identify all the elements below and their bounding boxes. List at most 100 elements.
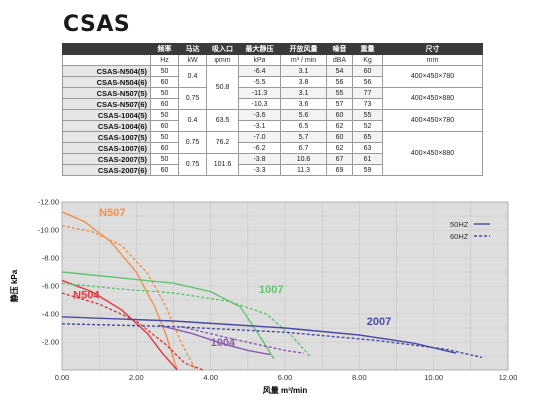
series-label: 1004 [211,337,236,349]
motor-cell: 0.75 [178,87,207,110]
size-cell: 400×450×880 [382,87,483,110]
noise-cell: 62 [326,120,353,132]
unit-cell: kW [178,54,207,66]
chart-legend: 50HZ 60HZ [450,220,490,241]
weight-cell: 55 [352,109,383,121]
hz-cell: 50 [150,109,179,121]
unit-cell: dBA [326,54,353,66]
motor-cell: 0.75 [178,153,207,176]
unit-model [62,54,151,66]
pressure-cell: -3.8 [238,153,281,165]
weight-cell: 52 [352,120,383,132]
flow-cell: 11.3 [280,164,327,176]
weight-cell: 60 [352,65,383,77]
model-cell: CSAS-N507(6) [62,98,151,110]
series-1007: 1007 [61,271,312,360]
model-cell: CSAS-1004(5) [62,109,151,121]
header-cell: 开放风量 [280,43,327,55]
series-label: N507 [99,207,125,219]
series-2007: 2007 [61,316,483,359]
table-row: CSAS-1004(5) 50 0.4 63.5 -3.6 5.6 60 55 … [62,109,483,132]
motor-cell: 0.4 [178,109,207,132]
performance-chart: N507 N504 1007 1004 2007 0.00 2.00 4.00 6.00 8.0… [9,198,518,396]
size-cell: 400×450×880 [382,131,483,176]
noise-cell: 69 [326,164,353,176]
noise-cell: 62 [326,142,353,154]
model-cell: CSAS-N504(6) [62,76,151,88]
table-row: CSAS-1007(6) 60 -6.2 6.7 62 63 [62,142,483,154]
y-tick-label: -2.00 [42,338,59,347]
table-row: CSAS-2007(6) 60 -3.3 11.3 69 59 [62,164,483,176]
series-line-50hz [61,316,457,354]
hz-cell: 50 [150,65,179,77]
inlet-cell: 50.8 [206,65,239,110]
noise-cell: 67 [326,153,353,165]
header-cell: 重量 [352,43,383,55]
header-cell: 噪音 [326,43,353,55]
header-cell: 频率 [150,43,179,55]
series-line-60hz [61,225,197,371]
header-cell: 尺寸 [382,43,483,55]
hz-cell: 60 [150,98,179,110]
header-cell: 最大静压 [238,43,281,55]
weight-cell: 73 [352,98,383,110]
flow-cell: 6.5 [280,120,327,132]
x-tick-label: 0.00 [55,373,70,382]
hz-cell: 60 [150,120,179,132]
header-model [62,43,151,55]
series-line-50hz [61,271,275,360]
noise-cell: 55 [326,87,353,99]
unit-cell: m³ / min [280,54,327,66]
pressure-cell: -11.3 [238,87,281,99]
flow-cell: 3.6 [280,98,327,110]
plot-border [61,201,509,371]
model-cell: CSAS-1004(6) [62,120,151,132]
hz-cell: 50 [150,131,179,143]
size-cell: 400×450×780 [382,65,483,88]
series-label: N504 [73,290,100,302]
legend-label: 50HZ [450,220,469,229]
table-row: CSAS-1004(6) 60 -3.1 6.5 62 52 [62,120,483,132]
hz-cell: 60 [150,164,179,176]
model-cell: CSAS-1007(6) [62,142,151,154]
hz-cell: 50 [150,153,179,165]
series-line-60hz [180,325,304,354]
series-line-50hz [158,324,271,356]
weight-cell: 61 [352,153,383,165]
series-1004: 1004 [158,324,304,356]
series-N504: N504 [61,279,204,371]
unit-cell: mm [382,54,483,66]
x-tick-label: 2.00 [129,373,144,382]
x-tick-label: 12.00 [499,373,518,382]
inlet-cell: 63.5 [206,109,239,132]
weight-cell: 56 [352,76,383,88]
pressure-cell: -6.2 [238,142,281,154]
weight-cell: 65 [352,131,383,143]
hz-cell: 60 [150,76,179,88]
pressure-cell: -3.1 [238,120,281,132]
table-row: CSAS-N507(6) 60 -10.3 3.6 57 73 [62,98,483,110]
table-row: CSAS-N507(5) 50 0.75 -11.3 3.1 55 77 400… [62,87,483,110]
weight-cell: 77 [352,87,383,99]
flow-cell: 6.7 [280,142,327,154]
inlet-cell: 76.2 [206,131,239,154]
pressure-cell: -10.3 [238,98,281,110]
weight-cell: 59 [352,164,383,176]
motor-cell: 0.75 [178,131,207,154]
pressure-cell: -5.5 [238,76,281,88]
series-N507: N507 [61,207,197,371]
size-cell: 400×450×780 [382,109,483,132]
x-tick-label: 10.00 [424,373,443,382]
y-axis-label: 静压 kPa [9,269,19,302]
y-tick-label: -4.00 [42,310,59,319]
model-cell: CSAS-N507(5) [62,87,151,99]
legend-label: 60HZ [450,232,469,241]
series-line-50hz [61,211,178,371]
flow-cell: 3.8 [280,76,327,88]
noise-cell: 60 [326,109,353,121]
pressure-cell: -3.6 [238,109,281,121]
chart-series: N507 N504 1007 1004 2007 [61,207,483,371]
model-cell: CSAS-1007(5) [62,131,151,143]
pressure-cell: -7.0 [238,131,281,143]
table-row: CSAS-1007(5) 50 0.75 76.2 -7.0 5.7 60 65… [62,131,483,176]
